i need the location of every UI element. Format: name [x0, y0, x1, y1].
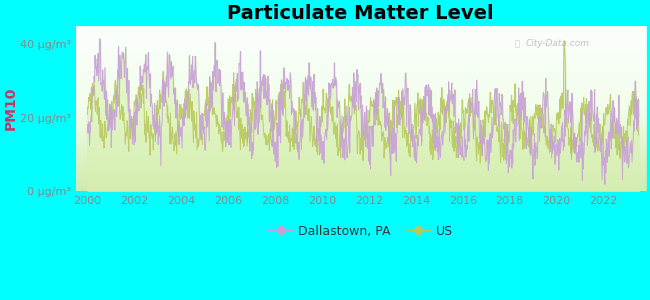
Legend: Dallastown, PA, US: Dallastown, PA, US	[263, 220, 458, 243]
Title: Particulate Matter Level: Particulate Matter Level	[227, 4, 494, 23]
Text: Ⓢ: Ⓢ	[515, 39, 519, 48]
Text: City-Data.com: City-Data.com	[526, 39, 590, 48]
Y-axis label: PM10: PM10	[4, 87, 18, 130]
